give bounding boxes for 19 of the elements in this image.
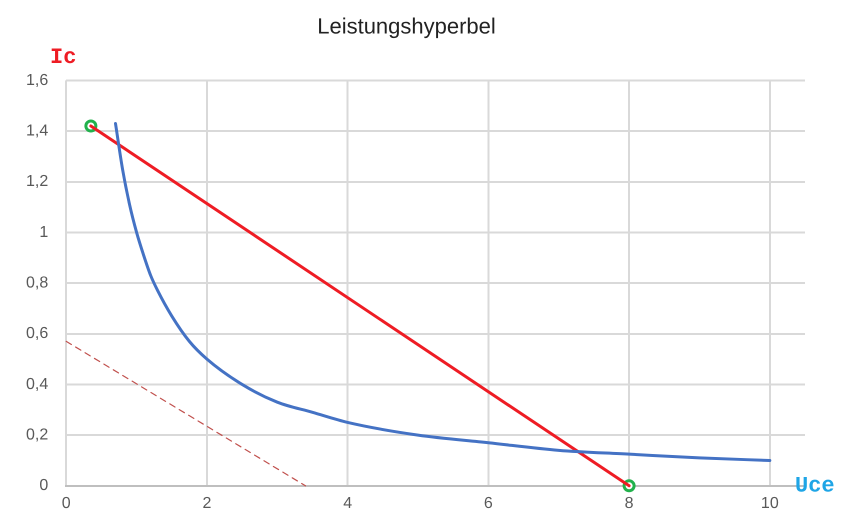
x-tick-label: 0 bbox=[62, 494, 71, 512]
y-tick-label: 1,4 bbox=[26, 122, 48, 140]
y-tick-label: 1,2 bbox=[26, 173, 48, 190]
y-tick-label: 1 bbox=[39, 224, 48, 241]
chart-title: Leistungshyperbel bbox=[317, 13, 496, 38]
y-tick-label: 0,6 bbox=[26, 325, 48, 342]
line-series bbox=[114, 122, 772, 462]
y-axis-title: Ic bbox=[50, 44, 76, 70]
x-tick-label: 2 bbox=[202, 494, 212, 512]
x-tick-label: 6 bbox=[484, 494, 493, 512]
y-tick-label: 0,2 bbox=[26, 426, 48, 444]
y-tick-label: 0,4 bbox=[26, 376, 48, 393]
y-tick-label: 0 bbox=[39, 477, 48, 494]
x-tick-label: 10 bbox=[760, 494, 779, 512]
x-tick-label: 8 bbox=[624, 494, 634, 512]
x-tick-label: 4 bbox=[343, 494, 352, 512]
y-tick-label: 0,8 bbox=[26, 274, 48, 292]
y-tick-label: 1,6 bbox=[26, 72, 48, 89]
x-axis-title: Uce bbox=[795, 473, 835, 498]
